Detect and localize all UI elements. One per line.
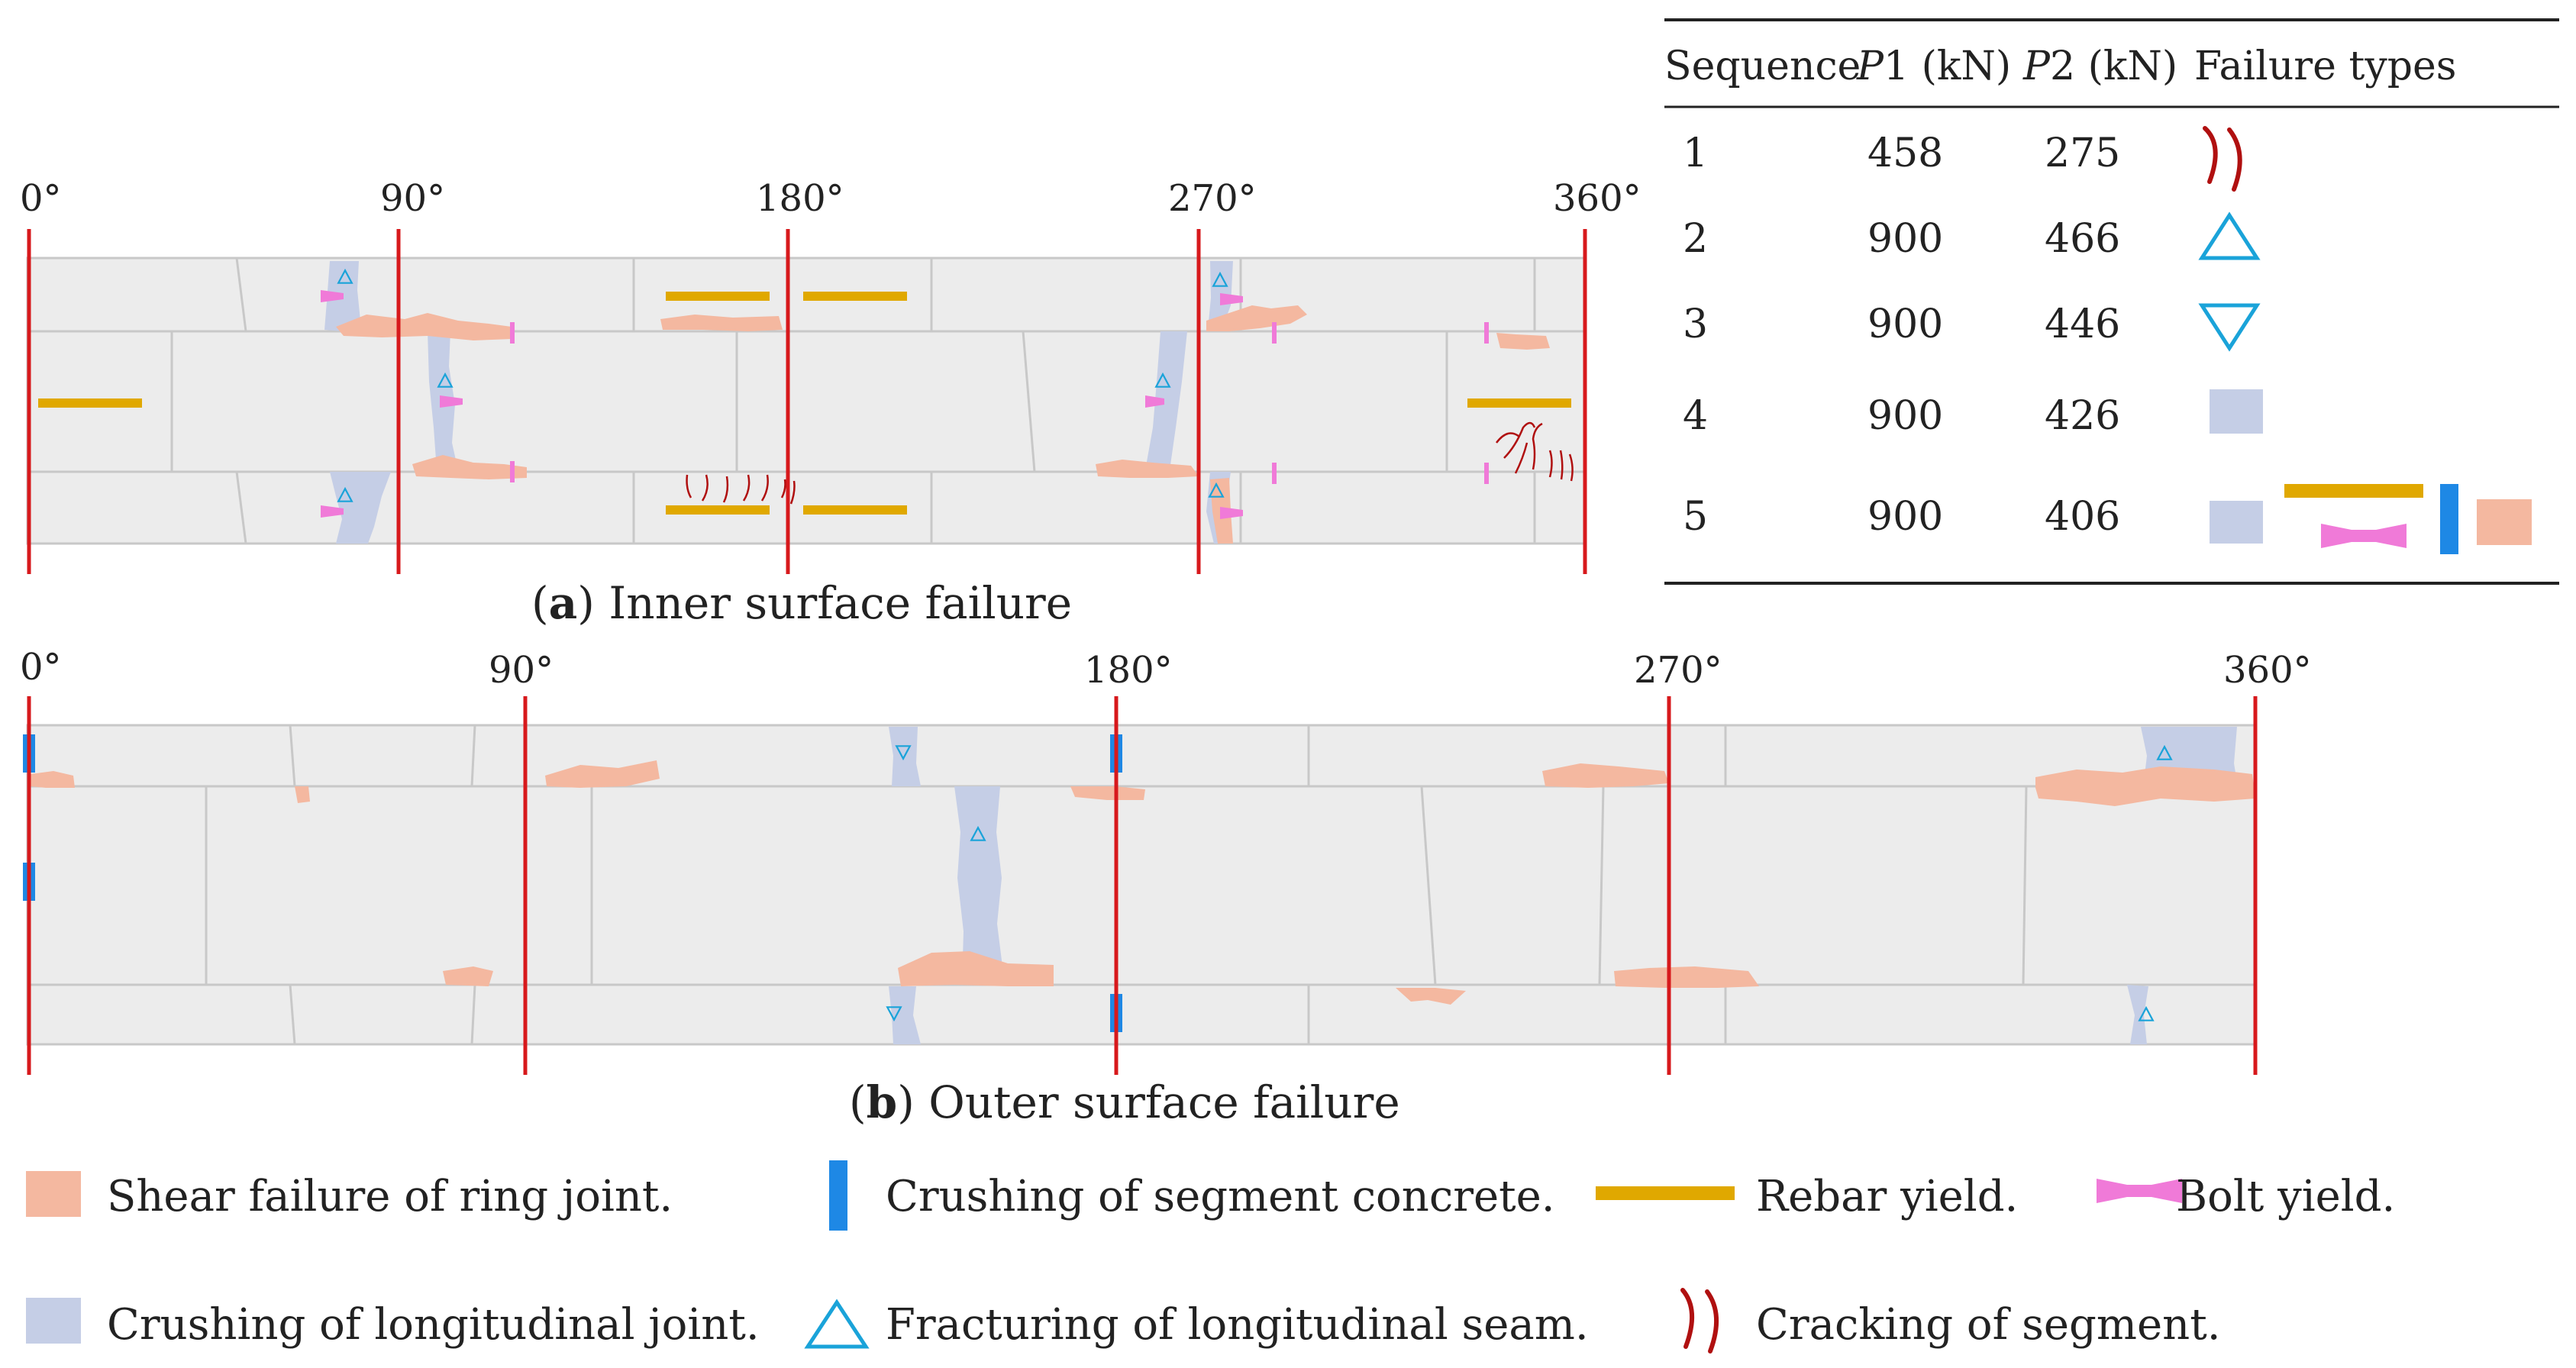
segment-cracks-a xyxy=(686,421,1574,505)
table-row: 5 900 406 xyxy=(1683,484,2532,554)
segment-strip-a xyxy=(26,256,1587,545)
longitudinal-crush-icon xyxy=(2210,389,2263,434)
row-p2: 446 xyxy=(2045,302,2120,347)
row-sequence: 4 xyxy=(1683,393,1708,439)
legend-triangle-icon xyxy=(804,1299,870,1349)
crack-icon xyxy=(2203,126,2242,192)
legend-bolt-label: Bolt yield. xyxy=(2176,1172,2395,1221)
angle-label: 270° xyxy=(1634,649,1722,692)
row-p1: 900 xyxy=(1867,302,1943,347)
row-p2: 466 xyxy=(2045,216,2120,262)
angle-label: 180° xyxy=(1084,649,1173,692)
angle-label: 180° xyxy=(756,177,844,220)
table-header-failure: Failure types xyxy=(2194,44,2456,89)
row-p1: 900 xyxy=(1867,494,1943,540)
longitudinal-joints-a xyxy=(170,257,1536,544)
legend-rebar-swatch xyxy=(1596,1186,1735,1200)
angle-label: 90° xyxy=(380,177,445,220)
legend-bolt-icon xyxy=(2097,1179,2182,1203)
shear-ring-icon xyxy=(2477,499,2532,545)
angle-label: 0° xyxy=(20,646,62,689)
legend-concrete-swatch xyxy=(829,1160,847,1231)
sequence-table: Sequence P1 (kN) P2 (kN) Failure types 1… xyxy=(1664,18,2559,585)
row-sequence: 5 xyxy=(1683,494,1708,540)
segment-strip-b xyxy=(26,724,2257,1046)
row-p2: 406 xyxy=(2045,494,2120,540)
table-header-p1: P1 (kN) xyxy=(1856,44,2011,89)
panel-a-caption: (a) Inner surface failure xyxy=(531,577,1072,629)
legend-long-crush-label: Crushing of longitudinal joint. xyxy=(107,1300,760,1350)
triangle-down-icon xyxy=(2198,303,2261,352)
angle-label: 360° xyxy=(1553,177,1641,220)
row-p2: 275 xyxy=(2045,131,2120,176)
legend: Shear failure of ring joint. Crushing of… xyxy=(26,1160,2395,1353)
longitudinal-crush-icon xyxy=(2210,501,2263,544)
longitudinal-joints-b xyxy=(205,724,2028,1045)
row-sequence: 2 xyxy=(1683,216,1708,262)
legend-concrete-label: Crushing of segment concrete. xyxy=(886,1172,1555,1221)
table-row: 4 900 426 xyxy=(1683,389,2263,439)
table-row: 2 900 466 xyxy=(1683,211,2261,262)
legend-long-crush-swatch xyxy=(26,1298,81,1344)
rebar-yield-a xyxy=(38,292,1571,515)
table-header-p2: P2 (kN) xyxy=(2022,44,2177,89)
row-sequence: 1 xyxy=(1683,131,1708,176)
legend-shear-label: Shear failure of ring joint. xyxy=(107,1172,673,1221)
panel-b-outer-surface: 0° 90° 180° 270° 360° (b) Outer surface … xyxy=(20,646,2312,1128)
table-row: 3 900 446 xyxy=(1683,302,2261,352)
legend-crack-label: Cracking of segment. xyxy=(1756,1300,2221,1350)
table-row: 1 458 275 xyxy=(1683,126,2242,192)
rebar-icon xyxy=(2284,484,2423,498)
angle-label: 90° xyxy=(489,649,554,692)
row-p1: 900 xyxy=(1867,393,1943,439)
legend-crack-icon xyxy=(1680,1288,1719,1353)
panel-a-inner-surface: 0° 90° 180° 270° 360° (a) Inner surface … xyxy=(20,177,1641,629)
table-header-sequence: Sequence xyxy=(1664,44,1861,89)
legend-seam-label: Fracturing of longitudinal seam. xyxy=(886,1300,1589,1350)
angle-axes-a xyxy=(27,229,1587,574)
bolt-yield-a xyxy=(321,290,1489,519)
legend-rebar-label: Rebar yield. xyxy=(1756,1172,2018,1221)
shear-failure-a xyxy=(336,305,1550,544)
row-p1: 900 xyxy=(1867,216,1943,262)
row-p2: 426 xyxy=(2045,393,2120,439)
angle-label: 270° xyxy=(1168,177,1257,220)
angle-label: 360° xyxy=(2223,649,2312,692)
bolt-icon xyxy=(2321,524,2407,548)
shear-failure-b xyxy=(31,760,2255,1005)
legend-shear-swatch xyxy=(26,1171,81,1217)
triangle-up-icon xyxy=(2198,211,2261,260)
angle-axes-b xyxy=(27,696,2258,1075)
concrete-crush-icon xyxy=(2440,484,2458,554)
panel-b-caption: (b) Outer surface failure xyxy=(849,1076,1400,1128)
row-p1: 458 xyxy=(1867,131,1943,176)
row-sequence: 3 xyxy=(1683,302,1708,347)
angle-label: 0° xyxy=(20,177,62,220)
